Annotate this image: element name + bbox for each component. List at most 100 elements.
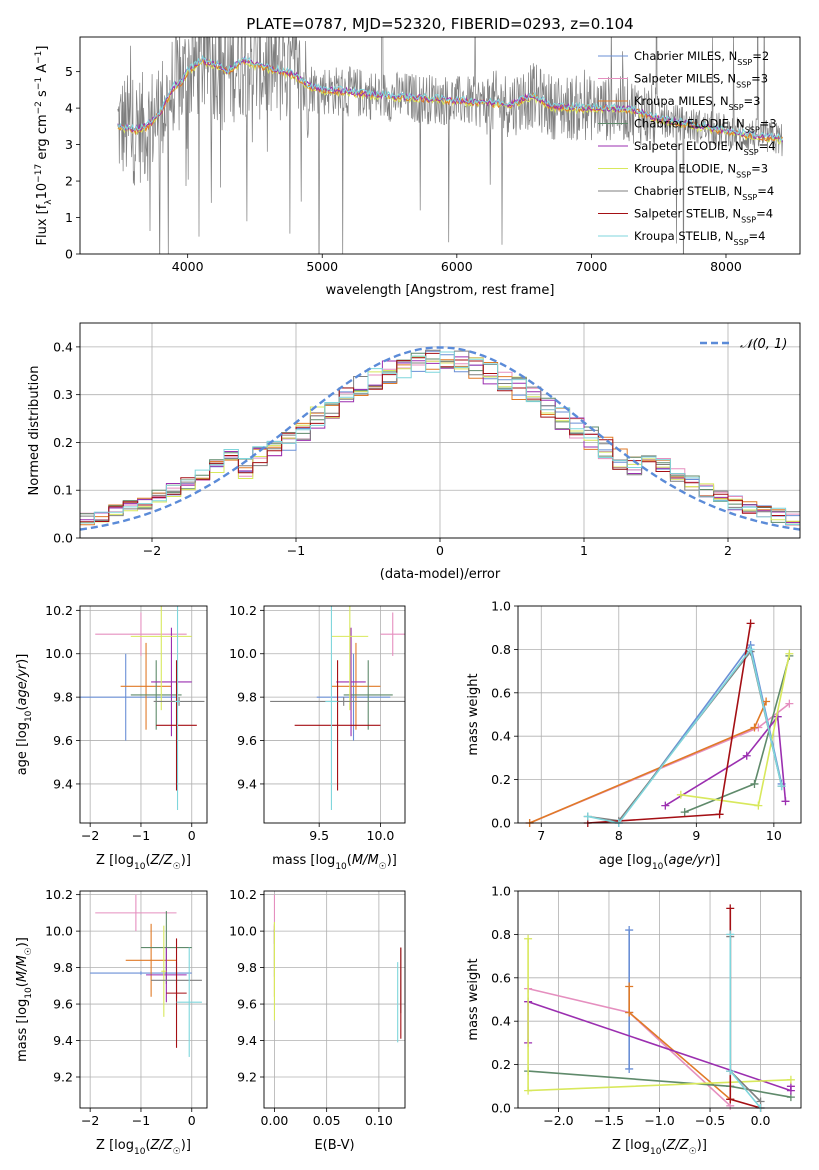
legend-entry: Chabrier ELODIE, NSSP=3 bbox=[634, 117, 777, 135]
x-axis-label: Z [log10(Z/Z☉)] bbox=[612, 1138, 707, 1157]
spectrum-axes: 4000 5000 6000 7000 8000 0 1 2 3 4 5 bbox=[65, 64, 742, 274]
legend-entry: Salpeter ELODIE, NSSP=4 bbox=[634, 139, 776, 157]
x-tick-label: 8000 bbox=[710, 259, 742, 274]
errorbar-salpeter-stelib bbox=[166, 938, 187, 1048]
x-tick-label: −2 bbox=[81, 828, 99, 843]
weight-marker bbox=[785, 699, 794, 708]
y-tick-label: 9.4 bbox=[237, 1033, 257, 1048]
y-tick-label: 0.0 bbox=[491, 1101, 511, 1116]
x-tick-label: 5000 bbox=[306, 259, 338, 274]
errorbar-kroupa-stelib bbox=[176, 947, 202, 1057]
y-axis-label: mass weight bbox=[466, 958, 481, 1040]
errorbar-kroupa-miles bbox=[331, 642, 381, 730]
weight-marker bbox=[786, 1075, 795, 1084]
legend-entry: Salpeter MILES, NSSP=3 bbox=[634, 72, 768, 90]
y-tick-label: 0.2 bbox=[53, 435, 73, 450]
y-tick-label: 9.6 bbox=[237, 733, 257, 748]
x-tick-label: −1 bbox=[132, 828, 150, 843]
mass_vs_ebv-axes: 0.00 0.05 0.10 9.2 9.4 9.6 9.8 10.0 10.2 bbox=[229, 887, 405, 1128]
errorbar-chabrier-miles bbox=[316, 653, 391, 741]
weight-line-kroupa-stelib bbox=[587, 647, 783, 824]
age_vs_mass-axes: 9.5 10.0 9.4 9.6 9.8 10.0 10.2 bbox=[229, 603, 405, 843]
x-axis-label: Z [log10(Z/Z☉)] bbox=[96, 1138, 191, 1157]
y-tick-label: 9.2 bbox=[237, 1070, 257, 1085]
y-tick-label: 0.8 bbox=[491, 927, 511, 942]
errorbar-chabrier-miles bbox=[90, 971, 192, 975]
y-tick-label: 10.0 bbox=[45, 646, 73, 661]
x-tick-label: 0 bbox=[188, 828, 196, 843]
errorbar-salpeter-miles bbox=[380, 612, 405, 656]
y-tick-label: 10.2 bbox=[229, 887, 257, 902]
errorbar-chabrier-elodie bbox=[130, 660, 182, 730]
y-tick-label: 9.8 bbox=[237, 960, 257, 975]
observed-spectrum bbox=[117, 37, 783, 254]
weight-marker bbox=[726, 930, 735, 939]
weight-marker bbox=[754, 801, 763, 810]
axes-frame bbox=[517, 605, 802, 824]
legend-entry: Kroupa MILES, NSSP=3 bbox=[634, 94, 760, 112]
x-tick-label: 7 bbox=[537, 828, 545, 843]
axes-frame bbox=[79, 605, 208, 824]
x-tick-label: −2 bbox=[143, 543, 161, 558]
y-tick-label: 0.2 bbox=[491, 1057, 511, 1072]
x-tick-label: 9 bbox=[692, 828, 700, 843]
weight-marker bbox=[661, 801, 670, 810]
y-tick-label: 1.0 bbox=[491, 599, 511, 614]
y-tick-label: 4 bbox=[65, 101, 73, 116]
y-axis-label: Flux [fλ10−17 erg cm−2 s−1 A−1] bbox=[34, 46, 54, 246]
weight-marker bbox=[781, 797, 790, 806]
x-axis-label: wavelength [Angstrom, rest frame] bbox=[326, 283, 555, 298]
y-tick-label: 0.4 bbox=[53, 339, 73, 354]
weight-marker bbox=[726, 904, 735, 913]
errorbar-kroupa-miles bbox=[120, 642, 172, 730]
y-tick-label: 1.0 bbox=[491, 884, 511, 899]
x-tick-label: 0.10 bbox=[365, 1113, 393, 1128]
errorbar-kroupa-elodie bbox=[331, 606, 369, 711]
x-axis-label: mass [log10(M/M☉)] bbox=[272, 853, 397, 872]
axes-frame bbox=[263, 605, 406, 824]
y-tick-label: 10.0 bbox=[229, 646, 257, 661]
x-tick-label: 8 bbox=[615, 828, 623, 843]
axes-frame bbox=[79, 322, 801, 539]
x-tick-label: −2.0 bbox=[543, 1113, 573, 1128]
y-tick-label: 10.0 bbox=[229, 924, 257, 939]
y-tick-label: 10.2 bbox=[229, 603, 257, 618]
y-tick-label: 0.0 bbox=[53, 531, 73, 546]
y-tick-label: 9.4 bbox=[53, 776, 73, 791]
normal-curve bbox=[79, 346, 801, 531]
legend-entry: Chabrier STELIB, NSSP=4 bbox=[634, 184, 774, 202]
errorbar-salpeter-stelib bbox=[156, 660, 197, 791]
y-tick-label: 0.2 bbox=[491, 772, 511, 787]
errorbar-kroupa-stelib bbox=[174, 606, 181, 810]
x-tick-label: 10 bbox=[766, 828, 782, 843]
x-tick-label: 0 bbox=[188, 1113, 196, 1128]
y-tick-label: 0.4 bbox=[491, 729, 511, 744]
x-tick-label: −0.5 bbox=[695, 1113, 725, 1128]
y-tick-label: 9.8 bbox=[53, 690, 73, 705]
x-tick-label: 1 bbox=[580, 543, 588, 558]
errorbar-kroupa-elodie bbox=[130, 606, 192, 711]
errorbar-kroupa-miles bbox=[125, 923, 177, 997]
y-tick-label: 3 bbox=[65, 137, 73, 152]
weight-marker bbox=[680, 808, 689, 817]
y-tick-label: 9.8 bbox=[237, 690, 257, 705]
y-tick-label: 5 bbox=[65, 64, 73, 79]
x-tick-label: 0.05 bbox=[313, 1113, 341, 1128]
weight-marker bbox=[676, 790, 685, 799]
y-axis-label: age [log10(age/yr)] bbox=[15, 654, 34, 776]
y-tick-label: 0.1 bbox=[53, 483, 73, 498]
errorbar-salpeter-elodie bbox=[336, 627, 366, 737]
mass_vs_Z-axes: −2 −1 0 9.2 9.4 9.6 9.8 10.0 10.2 bbox=[45, 887, 207, 1128]
errorbar-salpeter-elodie bbox=[151, 627, 192, 737]
histogram-kroupa-stelib bbox=[80, 351, 800, 525]
y-tick-label: 10.2 bbox=[45, 887, 73, 902]
y-axis-label: mass [log10(M/M☉)] bbox=[15, 937, 34, 1062]
x-axis-label: (data-model)/error bbox=[380, 567, 501, 582]
weight-marker bbox=[746, 645, 755, 654]
y-tick-label: 9.4 bbox=[53, 1033, 73, 1048]
x-axis-label: Z [log10(Z/Z☉)] bbox=[96, 853, 191, 872]
x-tick-label: −1.5 bbox=[594, 1113, 624, 1128]
y-tick-label: 0.8 bbox=[491, 642, 511, 657]
x-axis-label: age [log10(age/yr)] bbox=[599, 853, 721, 872]
x-tick-label: 0.00 bbox=[261, 1113, 289, 1128]
